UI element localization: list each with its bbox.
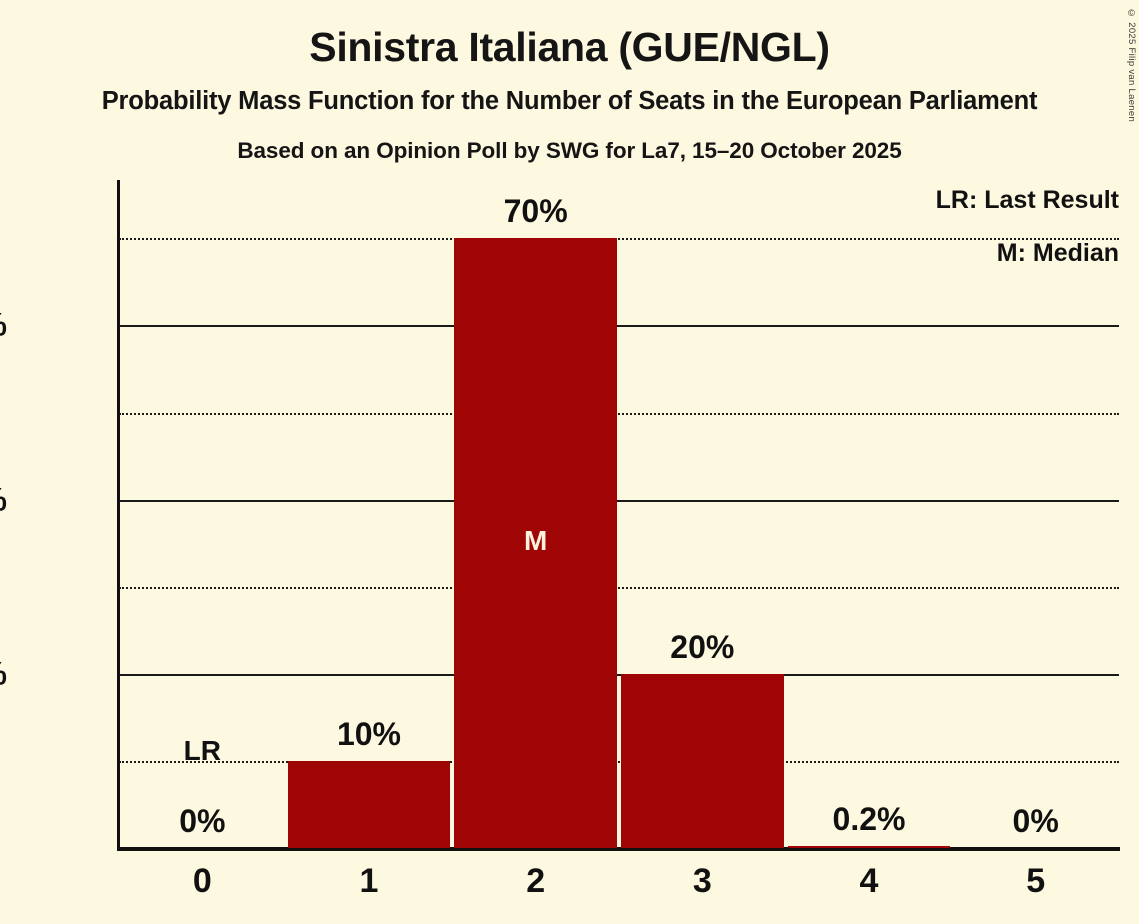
x-tick-0: 0 [192,862,212,900]
x-axis-line [117,847,1120,851]
gridline-major-60 [119,325,1119,328]
bar-value-label-2: 70% [503,193,568,230]
x-tick-4: 4 [859,862,879,900]
chart-source-note: Based on an Opinion Poll by SWG for La7,… [237,138,902,163]
gridline-minor-30 [119,586,1119,589]
gridline-minor-10 [119,760,1119,763]
x-tick-1: 1 [359,862,379,900]
x-tick-3: 3 [692,862,712,900]
legend-last-result: LR: Last Result [935,186,1119,214]
bar-seat-1 [287,760,451,848]
y-tick-20: 20% [0,655,7,692]
bar-value-label-0: 0% [179,803,226,839]
copyright-notice: © 2025 Filip van Laenen [1126,8,1137,123]
marker-last-result: LR [183,734,221,766]
plot-area: 0% 10% 70% 20% 0.2% 0% LR: Last Result M: Med… [117,180,1120,851]
page-title: Sinistra Italiana (GUE/NGL) [309,24,830,70]
bar-value-label-3: 20% [670,628,735,665]
bar-seat-3 [621,673,784,848]
y-tick-60: 60% [0,307,7,344]
marker-median: M [523,525,548,557]
chart-subtitle: Probability Mass Function for the Number… [101,87,1038,115]
gridline-major-20 [119,673,1119,676]
bar-value-label-1: 10% [336,715,401,752]
legend-median: M: Median [996,239,1119,267]
bar-seat-4 [787,846,951,848]
x-tick-2: 2 [526,862,546,900]
bar-seat-2 [454,238,617,848]
y-axis-line [117,180,120,848]
x-tick-5: 5 [1026,862,1046,900]
bar-value-label-5: 0% [1012,803,1059,839]
bar-value-label-4: 0.2% [832,801,906,838]
gridline-major-40 [119,499,1119,502]
y-tick-40: 40% [0,481,7,518]
gridline-minor-70 [119,238,1119,241]
gridline-minor-50 [119,412,1119,415]
